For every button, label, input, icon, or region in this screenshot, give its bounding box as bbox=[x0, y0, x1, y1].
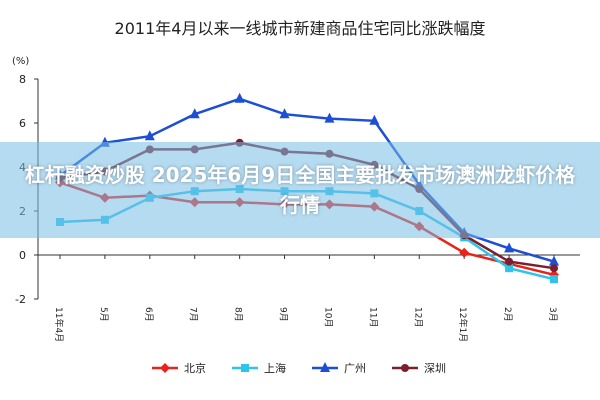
y-tick-label: 6 bbox=[19, 117, 26, 130]
y-axis-label: (%) bbox=[12, 56, 29, 67]
y-tick-label: 0 bbox=[19, 249, 26, 262]
point bbox=[505, 264, 514, 273]
point bbox=[144, 130, 155, 141]
point bbox=[189, 108, 200, 119]
x-tick-label: 11月 bbox=[367, 307, 378, 327]
y-tick-label: 8 bbox=[19, 73, 26, 86]
x-tick-label: 12月 bbox=[412, 307, 423, 327]
point bbox=[504, 242, 515, 253]
x-tick-label: 3月 bbox=[547, 307, 558, 322]
x-tick-label: 9月 bbox=[278, 307, 289, 322]
point bbox=[550, 264, 558, 273]
point bbox=[369, 114, 380, 125]
x-tick-label: 6月 bbox=[143, 307, 154, 322]
y-tick-label: -2 bbox=[15, 293, 26, 306]
x-tick-label: 10月 bbox=[322, 307, 333, 327]
banner: 杠杆融资炒股 2025年6月9日全国主要批发市场澳洲龙虾价格行情 bbox=[0, 142, 600, 238]
x-tick-label: 2月 bbox=[502, 307, 513, 322]
legend-label: 上海 bbox=[264, 361, 286, 375]
x-tick-label: 12年1月 bbox=[457, 307, 469, 342]
x-tick-label: 11年4月 bbox=[53, 307, 65, 342]
point bbox=[160, 363, 170, 373]
point bbox=[401, 364, 409, 372]
point bbox=[505, 257, 514, 266]
point bbox=[459, 247, 470, 258]
point bbox=[279, 108, 290, 119]
x-tick-label: 7月 bbox=[188, 307, 199, 322]
point bbox=[549, 255, 559, 266]
x-tick-label: 5月 bbox=[98, 307, 109, 322]
legend-label: 广州 bbox=[344, 362, 366, 375]
legend-label: 北京 bbox=[184, 361, 206, 375]
chart-title: 2011年4月以来一线城市新建商品住宅同比涨跌幅度 bbox=[115, 19, 486, 38]
legend-label: 深圳 bbox=[424, 362, 446, 375]
x-tick-label: 8月 bbox=[233, 307, 244, 322]
point bbox=[241, 364, 249, 372]
point bbox=[324, 112, 335, 123]
banner-title: 杠杆融资炒股 2025年6月9日全国主要批发市场澳洲龙虾价格行情 bbox=[24, 163, 576, 217]
point bbox=[550, 275, 558, 284]
point bbox=[320, 362, 330, 372]
point bbox=[234, 92, 245, 103]
